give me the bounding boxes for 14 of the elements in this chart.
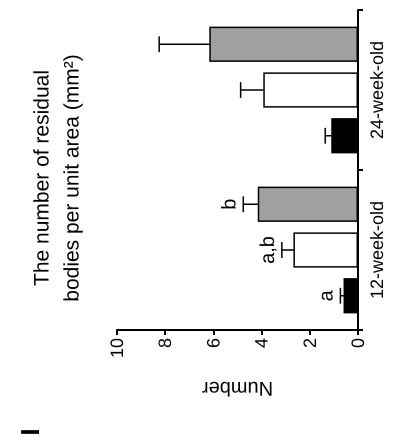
x-tick-label: 2 <box>300 338 320 348</box>
text: The number of residual bodies per unit area (mm²) <box>30 54 84 302</box>
data-label: b <box>218 198 240 210</box>
x-tick-label: 10 <box>107 338 127 358</box>
x-tick-label: 6 <box>203 338 224 348</box>
data-label: a,b <box>256 236 279 264</box>
x-tick-label: 8 <box>155 338 176 348</box>
x-axis-title: Number <box>202 377 274 399</box>
x-tick-label: 4 <box>252 338 272 348</box>
y-tick-label: 24-week-old <box>367 40 387 140</box>
data-label: a <box>315 289 338 302</box>
text: I <box>15 428 45 436</box>
y-tick-label: 12-week-old <box>367 200 387 300</box>
x-tick-label: 0 <box>348 338 368 348</box>
